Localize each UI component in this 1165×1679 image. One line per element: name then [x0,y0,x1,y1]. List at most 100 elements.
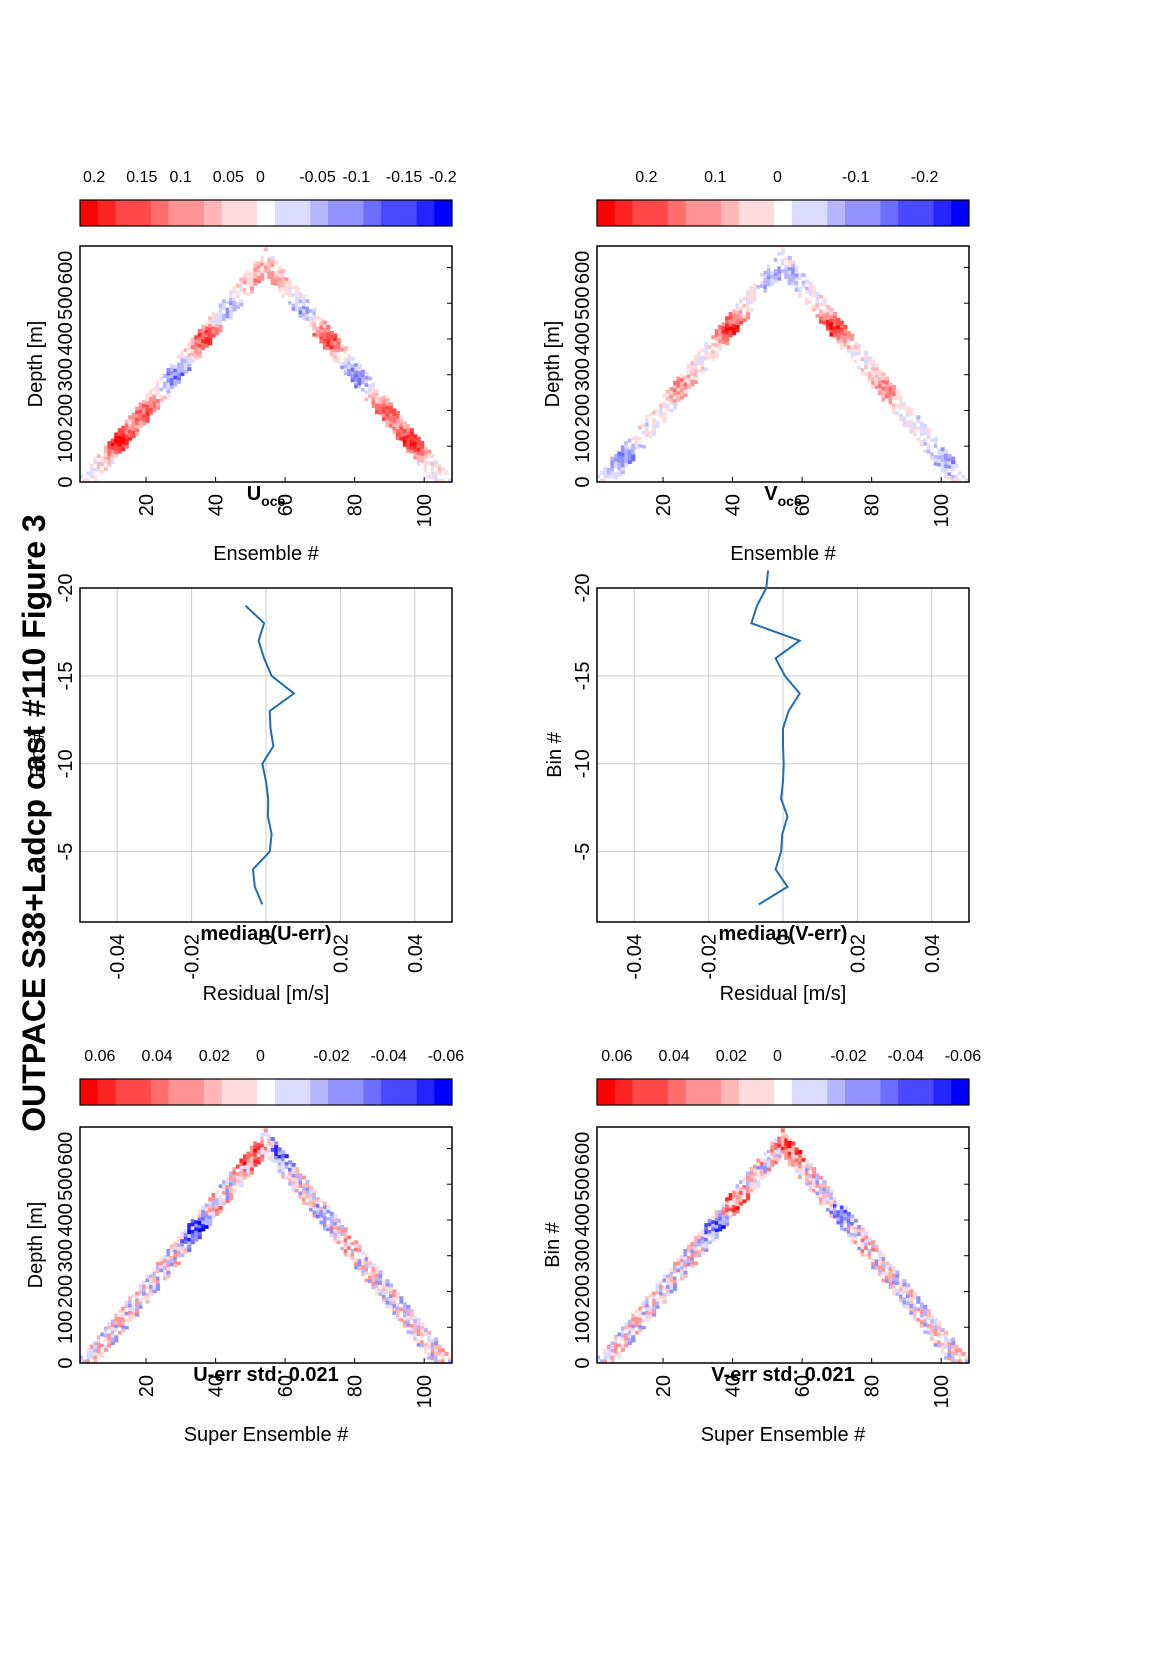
heatmap-cell [114,453,119,458]
heatmap-cell [368,1275,373,1280]
heatmap-cell [652,1294,657,1299]
heatmap-cell [395,421,400,426]
heatmap-cell [169,1258,174,1263]
heatmap-cell [603,1359,608,1363]
heatmap-cell [808,292,813,297]
heatmap-cell [322,1219,327,1224]
heatmap-cell [315,315,320,320]
heatmap-cell [270,277,275,282]
heatmap-cell [902,1282,907,1287]
heatmap-cell [798,272,803,277]
heatmap-cell [155,1265,161,1270]
heatmap-cell [648,1315,653,1320]
heatmap-cell [173,1263,178,1268]
heatmap-cell [874,374,879,379]
heatmap-cell [825,1207,831,1212]
colorbar-swatch [274,200,294,226]
heatmap-cell [933,440,938,445]
heatmap-cell [756,1179,761,1184]
heatmap-cell [624,444,629,449]
heatmap-cell [312,1195,317,1200]
heatmap-cell [343,346,348,351]
heatmap-cell [825,1186,831,1191]
heatmap-cell [138,420,143,425]
heatmap-cell [430,1345,435,1350]
heatmap-cell [117,1309,122,1314]
heatmap-cell [867,356,872,361]
heatmap-cell [357,1266,362,1271]
heatmap-cell [138,1286,143,1291]
heatmap-cell [215,313,220,317]
heatmap-cell [613,1352,618,1357]
heatmap-cell [114,443,119,448]
heatmap-cell [329,338,334,343]
heatmap-cell [326,346,331,351]
heatmap-cell [124,433,129,438]
heatmap-cell [128,429,133,434]
heatmap-cell [187,359,192,364]
heatmap-cell [159,394,164,399]
heatmap-cell [381,399,387,404]
heatmap-cell [138,1294,143,1299]
heatmap-cell [874,370,879,375]
heatmap-cell [434,1337,439,1342]
heatmap-cell [378,403,383,408]
colorbar-swatch [667,200,687,226]
heatmap-cell [739,1201,744,1206]
heatmap-cell [933,458,938,463]
heatmap-cell [881,1260,886,1265]
heatmap-cell [819,294,824,299]
heatmap-cell [805,297,810,302]
heatmap-cell [152,386,157,391]
heatmap-cell [357,374,362,379]
heatmap-cell [395,1302,400,1307]
heatmap-cell [249,1163,254,1168]
heatmap-cell [371,1270,376,1275]
heatmap-cell [149,1277,154,1282]
heatmap-cell [624,1329,629,1334]
heatmap-cell [114,457,119,462]
heatmap-cell [291,1169,296,1174]
heatmap-cell [819,1193,824,1198]
heatmap-cell [89,470,95,475]
heatmap-cell [326,328,331,333]
heatmap-cell [242,1168,247,1173]
heatmap-cell [274,1155,279,1160]
heatmap-cell [347,364,352,369]
heatmap-cell [905,1301,910,1306]
heatmap-cell [232,289,237,294]
heatmap-cell [780,254,785,259]
heatmap-cell [173,1259,178,1264]
heatmap-cell [159,387,164,392]
heatmap-cell [919,1309,924,1314]
heatmap-cell [204,322,209,327]
heatmap-cell [124,419,129,424]
heatmap-cell [267,1155,272,1160]
heatmap-cell [312,307,317,312]
heatmap-cell [634,1309,639,1314]
heatmap-cell [103,445,108,450]
colorbar-tick-label: 0.02 [199,1048,230,1065]
heatmap-cell [700,1243,705,1248]
heatmap-cell [812,293,817,298]
heatmap-cell [721,1206,726,1211]
heatmap-cell [739,299,744,304]
heatmap-cell [836,325,841,330]
heatmap-cell [662,404,667,409]
heatmap-cell [916,415,921,420]
heatmap-cell [420,458,425,463]
heatmap-cell [745,290,751,295]
heatmap-cell [794,1165,799,1170]
heatmap-cell [836,339,841,344]
heatmap-cell [947,453,952,458]
heatmap-cell [638,1320,643,1325]
heatmap-cell [662,1299,667,1304]
heatmap-cell [878,1254,883,1259]
heatmap-cell [666,407,671,412]
heatmap-cell [406,445,411,450]
heatmap-cell [871,370,876,374]
heatmap-cell [128,436,133,441]
heatmap-cell [329,334,334,339]
heatmap-cell [881,375,886,380]
heatmap-cell [253,260,258,265]
